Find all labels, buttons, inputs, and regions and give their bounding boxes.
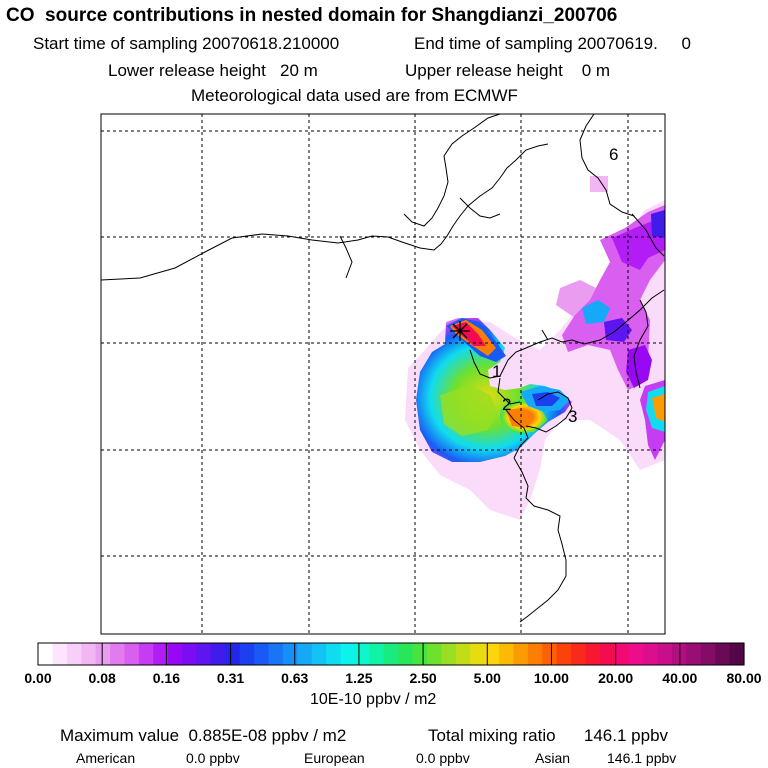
receptor-star-icon	[450, 321, 470, 341]
colorbar-tick-label: 10.00	[533, 670, 569, 686]
colorbar-tick-label: 5.00	[473, 670, 501, 686]
colorbar-tick-label: 0.63	[281, 670, 309, 686]
colorbar-swatch	[412, 643, 428, 665]
colorbar-swatch	[686, 643, 702, 665]
colorbar-swatch	[585, 643, 601, 665]
colorbar-swatch	[268, 643, 284, 665]
colorbar-swatch	[354, 643, 370, 665]
colorbar-swatch	[81, 643, 97, 665]
colorbar-swatch	[254, 643, 270, 665]
region-american-name: American	[76, 750, 136, 766]
met-data-label: Meteorological data used are from ECMWF	[191, 86, 518, 105]
colorbar-tick-label: 0.00	[24, 670, 52, 686]
colorbar-tick-label: 40.00	[662, 670, 698, 686]
map-marker-6: 6	[609, 145, 618, 164]
map-marker-2: 2	[502, 395, 511, 414]
colorbar-swatch	[729, 643, 745, 665]
region-european-value: 0.0 ppbv	[416, 750, 470, 766]
region-asian-value: 146.1 ppbv	[607, 750, 677, 766]
colorbar-swatch	[52, 643, 68, 665]
colorbar-swatch	[38, 643, 54, 665]
start-time-label: Start time of sampling 20070618.210000	[33, 34, 340, 53]
colorbar-swatch	[527, 643, 543, 665]
region-european-name: European	[304, 750, 365, 766]
colorbar-swatch	[167, 643, 183, 665]
region-asian-name: Asian	[535, 750, 571, 766]
colorbar-tick-label: 0.31	[216, 670, 245, 686]
colorbar-tick-label: 2.50	[409, 670, 437, 686]
colorbar-tick-label: 1.25	[345, 670, 373, 686]
colorbar-swatch	[556, 643, 572, 665]
colorbar-swatch	[326, 643, 342, 665]
colorbar-swatch	[124, 643, 140, 665]
eastern-plume	[562, 205, 665, 460]
colorbar-swatch	[369, 643, 385, 665]
colorbar-swatch	[614, 643, 630, 665]
colorbar-swatch	[239, 643, 255, 665]
colorbar-swatch	[182, 643, 198, 665]
colorbar-swatch	[383, 643, 399, 665]
colorbar-unit-label: 10E-10 ppbv / m2	[310, 691, 437, 708]
colorbar-frame	[37, 642, 745, 666]
maximum-value-label: Maximum value 0.885E-08 ppbv / m2	[60, 726, 347, 745]
upper-release-label: Upper release height 0 m	[405, 61, 611, 80]
colorbar-tick-label: 0.16	[152, 670, 180, 686]
coastlines	[101, 114, 665, 623]
colorbar-swatch	[455, 643, 471, 665]
colorbar-swatch	[153, 643, 169, 665]
colorbar-swatch	[427, 643, 443, 665]
main-plume	[416, 318, 572, 462]
colorbar-tick-label: 20.00	[598, 670, 634, 686]
region-american-value: 0.0 ppbv	[186, 750, 240, 766]
colorbar-swatch	[340, 643, 356, 665]
plot-title: CO source contributions in nested domain…	[6, 5, 618, 26]
colorbar-swatch	[441, 643, 457, 665]
end-time-label: End time of sampling 20070619. 0	[414, 34, 691, 53]
colorbar-swatch	[513, 643, 529, 665]
lower-release-label: Lower release height 20 m	[108, 61, 318, 80]
total-mixing-ratio-label: Total mixing ratio 146.1 ppbv	[428, 726, 669, 745]
colorbar-tick-label: 80.00	[726, 670, 762, 686]
colorbar-swatch	[138, 643, 154, 665]
map-area: 1 2 3 6	[101, 114, 665, 634]
colorbar-swatch	[398, 643, 414, 665]
colorbar-swatch	[643, 643, 659, 665]
colorbar-swatch	[66, 643, 82, 665]
colorbar-swatch	[628, 643, 644, 665]
colorbar-swatch	[715, 643, 731, 665]
colorbar-tick-label: 0.08	[88, 670, 116, 686]
colorbar-swatch	[196, 643, 212, 665]
colorbar-swatch	[110, 643, 126, 665]
colorbar-swatch	[297, 643, 313, 665]
colorbar-swatch	[657, 643, 673, 665]
graticule	[101, 114, 665, 634]
colorbar-swatch	[470, 643, 486, 665]
colorbar-swatch	[700, 643, 716, 665]
map-marker-1: 1	[492, 362, 501, 381]
colorbar-swatch	[571, 643, 587, 665]
colorbar-swatch	[210, 643, 226, 665]
colorbar	[38, 643, 745, 665]
colorbar-swatch	[484, 643, 500, 665]
colorbar-swatch	[225, 643, 241, 665]
colorbar-swatch	[542, 643, 558, 665]
colorbar-swatch	[311, 643, 327, 665]
colorbar-swatch	[282, 643, 298, 665]
colorbar-swatch	[95, 643, 111, 665]
map-marker-3: 3	[568, 407, 577, 426]
colorbar-swatch	[599, 643, 615, 665]
map-frame	[100, 113, 666, 635]
colorbar-swatch	[499, 643, 515, 665]
